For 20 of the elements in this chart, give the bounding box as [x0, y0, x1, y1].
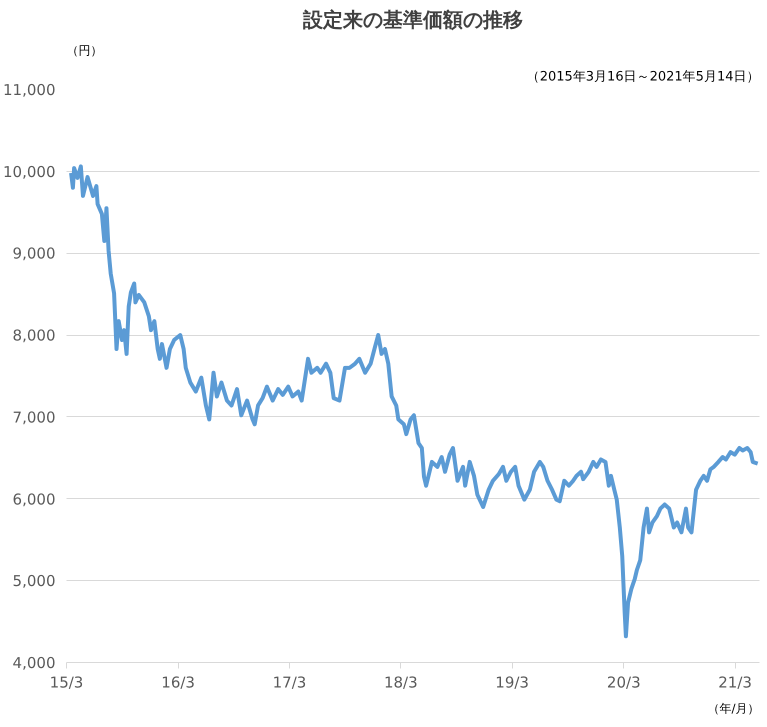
y-tick-label: 4,000: [12, 654, 56, 672]
y-axis-title: （円）: [66, 44, 102, 58]
x-tick-label: 15/3: [50, 674, 84, 692]
x-tick-label: 16/3: [161, 674, 195, 692]
x-tick-label: 20/3: [606, 674, 641, 692]
x-axis-title: （年/月）: [707, 702, 760, 716]
y-tick-label: 11,000: [3, 81, 56, 99]
x-tick-label: 19/3: [495, 674, 529, 692]
x-tick-label: 21/3: [718, 674, 752, 692]
y-tick-label: 10,000: [3, 162, 56, 181]
y-tick-label: 9,000: [12, 244, 56, 263]
y-tick-label: 7,000: [12, 408, 56, 426]
x-tick-label: 17/3: [272, 674, 306, 692]
y-tick-label: 8,000: [12, 326, 56, 345]
line-series: [69, 164, 760, 638]
y-tick-label: 6,000: [12, 490, 56, 508]
chart-title: 設定来の基準価額の推移: [302, 8, 523, 32]
x-tick-label: 18/3: [384, 674, 418, 692]
y-tick-label: 5,000: [12, 572, 56, 590]
chart-subtitle: （2015年3月16日～2021年5月14日）: [526, 70, 760, 84]
